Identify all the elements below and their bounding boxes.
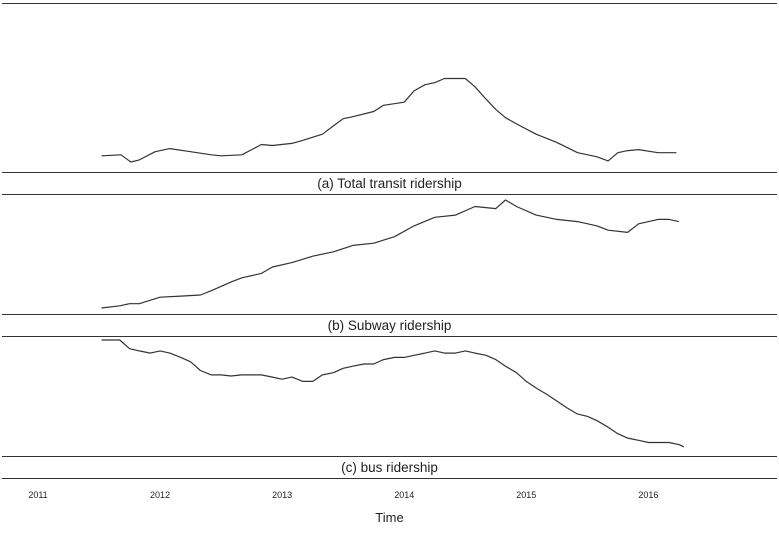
x-tick-label-2014: 2014 bbox=[394, 490, 414, 500]
series-line-panel-3 bbox=[101, 339, 685, 448]
panel-2-caption: (b) Subway ridership bbox=[328, 318, 452, 333]
x-tick-label-2013: 2013 bbox=[272, 490, 292, 500]
x-tick-label-2016: 2016 bbox=[638, 490, 658, 500]
series-line-panel-2 bbox=[101, 199, 680, 309]
x-tick-label-2015: 2015 bbox=[516, 490, 536, 500]
x-tick-label-2012: 2012 bbox=[150, 490, 170, 500]
x-axis-label: Time bbox=[375, 510, 403, 525]
series-line-panel-1 bbox=[101, 77, 677, 163]
x-tick-label-2011: 2011 bbox=[28, 490, 47, 500]
panel-3-caption: (c) bus ridership bbox=[341, 460, 438, 475]
panel-1-caption: (a) Total transit ridership bbox=[317, 176, 462, 191]
